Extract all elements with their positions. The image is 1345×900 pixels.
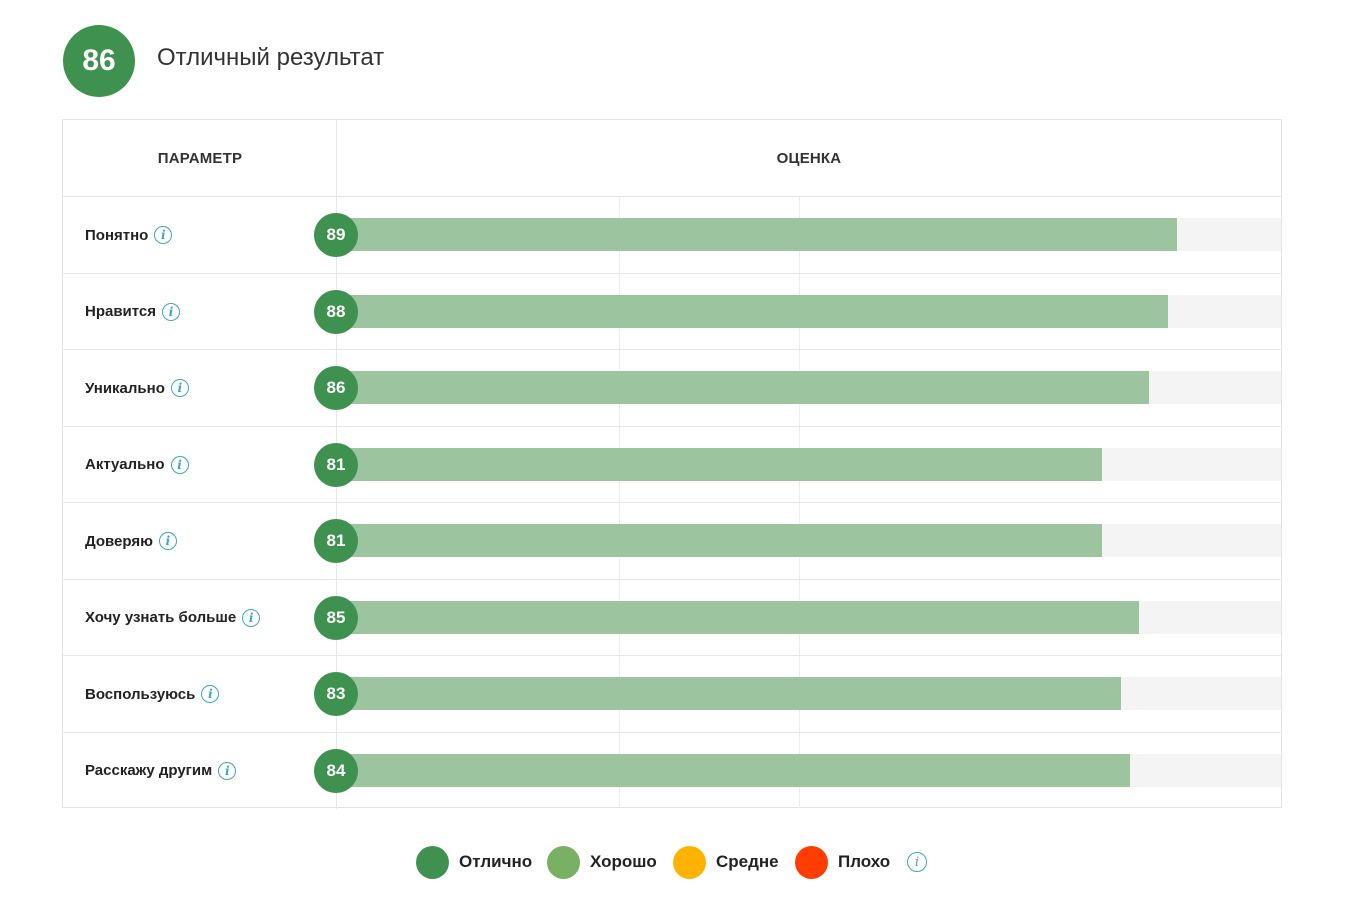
- table-row: Воспользуюсь i 83: [63, 656, 1281, 733]
- value-badge: 89: [314, 213, 358, 257]
- bar-track: [337, 677, 1281, 710]
- value-badge: 84: [314, 748, 358, 793]
- overall-score-badge: 86: [63, 25, 135, 97]
- table-row: Нравится i 88: [63, 274, 1281, 350]
- param-column-header: ПАРАМЕТР: [157, 149, 243, 167]
- table-row: Доверяю i 81: [63, 503, 1281, 580]
- parameter-name: Актуально: [85, 456, 165, 473]
- parameter-label: Нравится i: [85, 274, 181, 350]
- bar-track: [337, 294, 1281, 328]
- legend-label: Хорошо: [590, 852, 657, 871]
- bar-track: [337, 753, 1281, 787]
- legend-item: Хорошо: [547, 844, 657, 880]
- value-badge: 86: [314, 366, 358, 410]
- info-icon[interactable]: i: [170, 379, 189, 397]
- legend-swatch: [547, 845, 580, 879]
- bar: [337, 294, 1168, 328]
- table-row: Хочу узнать больше i 85: [63, 580, 1281, 656]
- table-row: Понятно i 89: [63, 197, 1281, 274]
- bar: [337, 371, 1149, 404]
- parameter-label: Расскажу другим i: [85, 733, 237, 809]
- legend-label: Плохо: [838, 852, 891, 871]
- bar: [337, 218, 1178, 251]
- parameter-name: Хочу узнать больше: [85, 609, 237, 626]
- parameter-label: Актуально i: [85, 427, 189, 503]
- table-row: Уникально i 86: [63, 350, 1281, 427]
- info-icon[interactable]: i: [242, 608, 261, 627]
- parameter-name: Нравится: [85, 303, 157, 320]
- parameter-name: Расскажу другим: [85, 762, 213, 779]
- bar-track: [337, 524, 1281, 557]
- parameter-label: Доверяю i: [85, 503, 177, 579]
- legend-item: Отлично: [416, 844, 532, 880]
- bar-track: [337, 447, 1281, 481]
- bar: [337, 524, 1102, 557]
- info-icon[interactable]: i: [218, 761, 237, 780]
- bar: [337, 447, 1102, 481]
- info-icon[interactable]: i: [170, 455, 189, 474]
- legend-swatch: [416, 845, 449, 879]
- parameter-label: Воспользуюсь i: [85, 656, 220, 732]
- value-badge: 81: [314, 519, 358, 563]
- parameter-label: Уникально i: [85, 350, 189, 426]
- parameter-name: Доверяю: [85, 532, 153, 550]
- score-column-header: ОЦЕНКА: [776, 149, 842, 167]
- legend-item: Средне: [673, 844, 779, 880]
- info-icon[interactable]: i: [154, 226, 173, 244]
- legend: Отлично Хорошо Средне Плохо i: [0, 844, 1345, 880]
- info-icon[interactable]: i: [201, 685, 220, 703]
- table-row: Расскажу другим i 84: [63, 733, 1281, 810]
- value-badge: 83: [314, 672, 358, 716]
- legend-info: i: [907, 852, 927, 872]
- bar-track: [337, 371, 1281, 404]
- parameter-label: Понятно i: [85, 197, 173, 273]
- value-badge: 85: [314, 595, 358, 640]
- legend-item: Плохо: [795, 844, 890, 880]
- info-icon[interactable]: i: [158, 532, 177, 550]
- overall-score-title: Отличный результат: [157, 44, 385, 71]
- parameter-name: Понятно: [85, 226, 149, 244]
- info-icon[interactable]: i: [907, 852, 927, 872]
- results-table: ПАРАМЕТР ОЦЕНКА Понятно i 89 Нравится i 88 Уни…: [62, 119, 1282, 810]
- legend-swatch: [673, 845, 706, 879]
- legend-swatch: [795, 845, 828, 879]
- value-badge: 81: [314, 442, 358, 487]
- parameter-label: Хочу узнать больше i: [85, 580, 261, 656]
- bar-track: [337, 218, 1281, 251]
- parameter-name: Уникально: [85, 379, 165, 397]
- bar: [337, 677, 1121, 710]
- info-icon[interactable]: i: [162, 302, 181, 321]
- bar-track: [337, 600, 1281, 634]
- bar: [337, 753, 1130, 787]
- legend-label: Отлично: [459, 852, 533, 871]
- value-badge: 88: [314, 289, 358, 334]
- bar: [337, 600, 1140, 634]
- legend-label: Средне: [716, 852, 779, 871]
- table-row: Актуально i 81: [63, 427, 1281, 503]
- parameter-name: Воспользуюсь: [85, 685, 196, 703]
- table-header: ПАРАМЕТР ОЦЕНКА: [63, 120, 1281, 197]
